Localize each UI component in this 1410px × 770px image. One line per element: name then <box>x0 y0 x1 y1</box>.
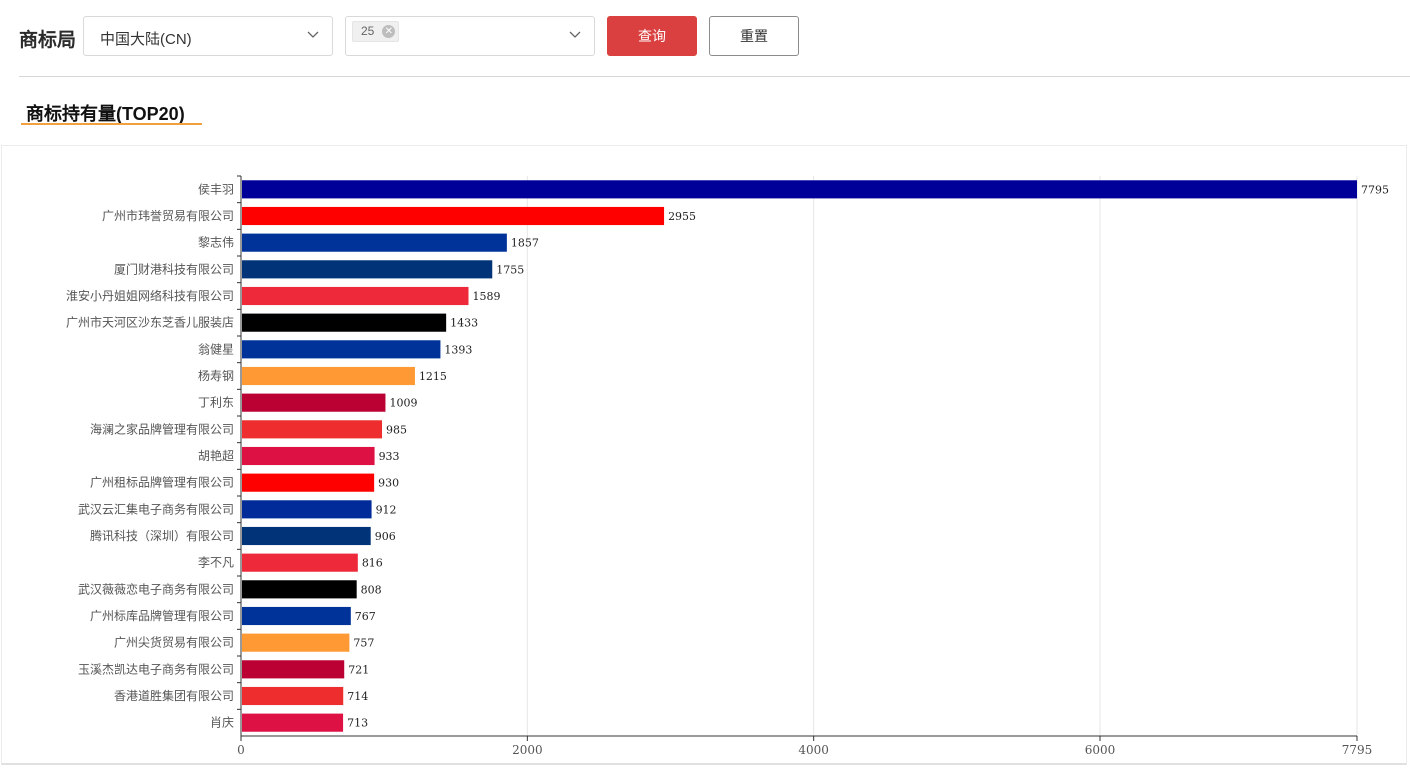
chevron-down-icon <box>307 31 319 38</box>
category-label: 广州尖货贸易有限公司 <box>114 635 234 650</box>
category-label: 杨寿钢 <box>198 368 234 383</box>
value-label: 721 <box>348 663 369 676</box>
x-tick-label: 0 <box>237 743 245 757</box>
country-select[interactable]: 中国大陆(CN) <box>83 16 333 56</box>
bar <box>242 446 375 466</box>
reset-button[interactable]: 重置 <box>709 16 799 56</box>
value-label: 2955 <box>668 210 696 223</box>
value-label: 1215 <box>419 370 447 383</box>
category-label: 翁健星 <box>198 342 234 356</box>
bar <box>242 526 371 546</box>
value-label: 1393 <box>444 343 472 356</box>
x-tick-label: 7795 <box>1342 743 1373 757</box>
value-label: 1755 <box>496 263 524 276</box>
category-label: 淮安小丹姐姐网络科技有限公司 <box>66 288 234 303</box>
close-icon[interactable]: ✕ <box>382 25 396 38</box>
x-tick-label: 4000 <box>798 743 829 757</box>
bar <box>242 393 386 412</box>
category-label: 广州租标品牌管理有限公司 <box>90 475 234 490</box>
bar <box>242 606 351 626</box>
bar <box>242 473 375 492</box>
value-label: 933 <box>379 450 400 463</box>
class-tag-label: 25 <box>361 24 375 38</box>
bar <box>242 500 372 519</box>
value-label: 1857 <box>511 237 539 250</box>
x-tick-label: 2000 <box>512 743 543 757</box>
value-label: 985 <box>386 423 407 436</box>
value-label: 767 <box>355 610 376 623</box>
category-label: 肖庆 <box>210 716 234 730</box>
category-label: 武汉薇薇恋电子商务有限公司 <box>78 581 234 596</box>
chart-panel: 0 2000 4000 6000 7795 侯丰羽 7795 广州市玮誉贸易有限公司 2955 黎… <box>1 145 1407 765</box>
value-label: 1009 <box>389 397 417 410</box>
x-tick-label: 6000 <box>1085 743 1116 757</box>
value-label: 816 <box>362 557 383 570</box>
bar <box>242 366 415 386</box>
bar <box>242 660 345 679</box>
category-label: 香港道胜集团有限公司 <box>114 688 234 703</box>
bar <box>242 420 383 439</box>
value-label: 757 <box>353 637 374 650</box>
category-label: 丁利东 <box>198 396 234 410</box>
country-select-value: 中国大陆(CN) <box>100 31 192 48</box>
category-label: 腾讯科技（深圳）有限公司 <box>90 528 234 543</box>
value-label: 7795 <box>1361 183 1389 196</box>
bar <box>242 633 350 652</box>
filter-label: 商标局 <box>19 30 77 51</box>
class-select[interactable]: 25 ✕ <box>345 16 595 56</box>
bar <box>242 580 357 599</box>
section-title: 商标持有量(TOP20) <box>26 104 185 124</box>
class-tag: 25 ✕ <box>352 21 400 42</box>
value-label: 912 <box>376 503 397 516</box>
bar <box>242 233 507 252</box>
bar <box>242 180 1357 199</box>
category-label: 胡艳超 <box>198 448 234 463</box>
category-label: 厦门财港科技有限公司 <box>114 261 234 276</box>
bar <box>242 686 344 706</box>
category-label: 武汉云汇集电子商务有限公司 <box>78 501 234 516</box>
chevron-down-icon <box>569 31 581 38</box>
divider <box>19 76 1410 77</box>
category-label: 玉溪杰凯达电子商务有限公司 <box>78 661 234 676</box>
value-label: 1433 <box>450 317 478 330</box>
bar-chart: 0 2000 4000 6000 7795 侯丰羽 7795 广州市玮誉贸易有限公司 2955 黎… <box>66 175 1389 757</box>
bar <box>242 313 447 332</box>
value-label: 808 <box>361 583 382 596</box>
bar <box>242 713 344 732</box>
bar <box>242 206 665 226</box>
value-label: 713 <box>347 717 368 730</box>
value-label: 930 <box>378 477 399 490</box>
bar <box>242 260 493 279</box>
category-label: 侯丰羽 <box>198 182 234 196</box>
category-label: 广州市玮誉贸易有限公司 <box>102 208 234 223</box>
bar <box>242 286 469 306</box>
category-label: 李不凡 <box>198 555 234 570</box>
value-label: 714 <box>347 690 368 703</box>
bar <box>242 340 441 359</box>
section-underline <box>21 123 202 125</box>
search-button[interactable]: 查询 <box>607 16 697 56</box>
value-label: 906 <box>375 530 396 543</box>
category-label: 黎志伟 <box>198 236 234 250</box>
value-label: 1589 <box>472 290 500 303</box>
bar <box>242 553 358 572</box>
filter-bar: 商标局 中国大陆(CN) 25 ✕ 查询 重置 <box>0 0 1410 76</box>
category-label: 海澜之家品牌管理有限公司 <box>90 421 234 436</box>
category-label: 广州标库品牌管理有限公司 <box>90 608 234 623</box>
category-label: 广州市天河区沙东芝香儿服装店 <box>66 315 234 330</box>
